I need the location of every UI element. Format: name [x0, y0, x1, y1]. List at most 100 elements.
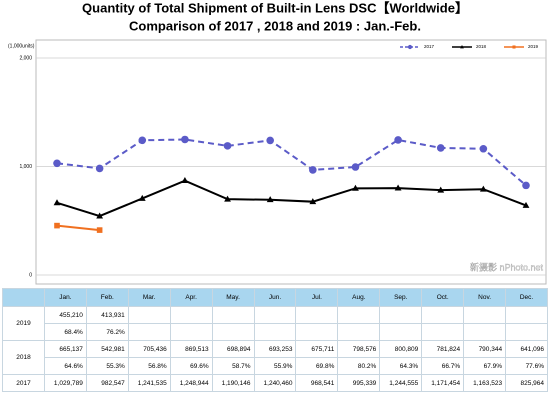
cell — [463, 306, 507, 324]
cell: 781,824 — [421, 340, 465, 358]
cell — [295, 323, 339, 341]
cell: 1,244,555 — [379, 374, 423, 392]
cell: 982,547 — [85, 374, 129, 392]
header-cell: Feb. — [85, 288, 129, 307]
cell — [379, 323, 423, 341]
cell — [169, 306, 213, 324]
cell: 968,541 — [295, 374, 339, 392]
cell: 693,253 — [253, 340, 297, 358]
chart-subtitle: Comparison of 2017 , 2018 and 2019 : Jan… — [129, 18, 421, 33]
point — [96, 212, 104, 219]
cell: 705,436 — [127, 340, 171, 358]
point — [394, 136, 402, 144]
header-cell: Dec. — [505, 288, 548, 307]
data-table: Jan. Feb. Mar. Apr. May. Jun. Jul. Aug. Sep. Oct.… — [2, 288, 548, 392]
cell — [337, 323, 381, 341]
point — [522, 181, 530, 190]
cell: 1,163,523 — [463, 374, 507, 392]
cell — [211, 323, 255, 341]
cell: 67.9% — [463, 357, 507, 375]
cell — [169, 323, 213, 341]
cell: 800,809 — [379, 340, 423, 358]
cell: 641,096 — [505, 340, 548, 358]
cell: 69.8% — [295, 357, 339, 375]
point — [266, 136, 274, 145]
table-row: 64.6% 55.3% 56.8% 69.6% 58.7% 55.9% 69.8% 80.2%… — [3, 357, 548, 375]
point — [138, 194, 146, 201]
table-row: 68.4% 76.2% — [3, 323, 548, 341]
cell — [253, 323, 297, 341]
cell: 1,240,460 — [253, 374, 297, 392]
cell: 455,210 — [43, 306, 87, 324]
cell: 698,894 — [211, 340, 255, 358]
watermark: 新摄影 nPhoto.net — [470, 261, 544, 272]
point — [436, 144, 445, 152]
cell: 790,344 — [463, 340, 507, 358]
cell: 995,339 — [337, 374, 381, 392]
series-line — [56, 138, 527, 187]
cell — [337, 306, 381, 324]
point — [223, 142, 232, 150]
header-cell: Mar. — [127, 288, 171, 307]
point — [394, 184, 402, 191]
series-line — [56, 224, 100, 232]
header-cell: Aug. — [337, 288, 381, 307]
cell: 64.3% — [379, 357, 423, 375]
header-cell: Nov. — [463, 288, 507, 307]
cell — [295, 306, 339, 324]
point — [309, 198, 317, 205]
point — [266, 196, 274, 203]
header-cell: Jul. — [295, 288, 339, 307]
cell: 869,513 — [169, 340, 213, 358]
cell: 413,931 — [85, 306, 129, 324]
cell: 1,241,535 — [127, 374, 171, 392]
legend-label: 2019 — [528, 44, 539, 49]
point — [53, 159, 61, 168]
chart: Quantity of Total Shipment of Built-in L… — [8, 0, 547, 285]
point — [53, 199, 61, 206]
cell: 56.8% — [127, 357, 171, 375]
cell — [379, 306, 423, 324]
cell: 825,964 — [505, 374, 548, 392]
y-tick-label: 0 — [29, 272, 32, 278]
cell: 2019 — [2, 306, 45, 341]
header-cell: Apr. — [169, 288, 213, 307]
cell — [421, 323, 465, 341]
cell: 64.6% — [43, 357, 87, 375]
point — [309, 166, 317, 174]
point — [96, 227, 103, 233]
cell — [211, 306, 255, 324]
point — [138, 136, 147, 145]
cell: 55.9% — [253, 357, 297, 375]
point — [479, 185, 487, 192]
table-row: 2017 1,029,789 982,547 1,241,535 1,248,944 1,… — [2, 374, 548, 392]
cell — [505, 323, 548, 341]
cell — [253, 306, 297, 324]
cell: 1,029,789 — [43, 374, 87, 392]
cell: 2017 — [2, 374, 45, 392]
table-row: Jan. Feb. Mar. Apr. May. Jun. Jul. Aug. Sep. Oct.… — [2, 288, 548, 307]
header-cell: Jun. — [253, 288, 297, 307]
table-row: 2019 455,210 413,931 — [2, 306, 548, 341]
cell — [463, 323, 507, 341]
header-cell — [2, 288, 45, 307]
cell: 1,171,454 — [421, 374, 465, 392]
point — [351, 163, 360, 171]
point — [522, 201, 530, 208]
cell: 1,190,146 — [211, 374, 255, 392]
cell: 542,981 — [85, 340, 129, 358]
point — [352, 184, 359, 191]
legend-label: 2017 — [424, 44, 435, 49]
cell: 2018 — [2, 340, 45, 375]
y-unit: (1,000units) — [8, 43, 35, 49]
header-cell: Oct. — [421, 288, 465, 307]
cell: 76.2% — [85, 323, 129, 341]
point — [407, 44, 413, 50]
cell: 798,576 — [337, 340, 381, 358]
cell — [421, 306, 465, 324]
point — [437, 186, 445, 193]
cell — [505, 306, 548, 324]
cell — [127, 323, 171, 341]
cell: 58.7% — [211, 357, 255, 375]
